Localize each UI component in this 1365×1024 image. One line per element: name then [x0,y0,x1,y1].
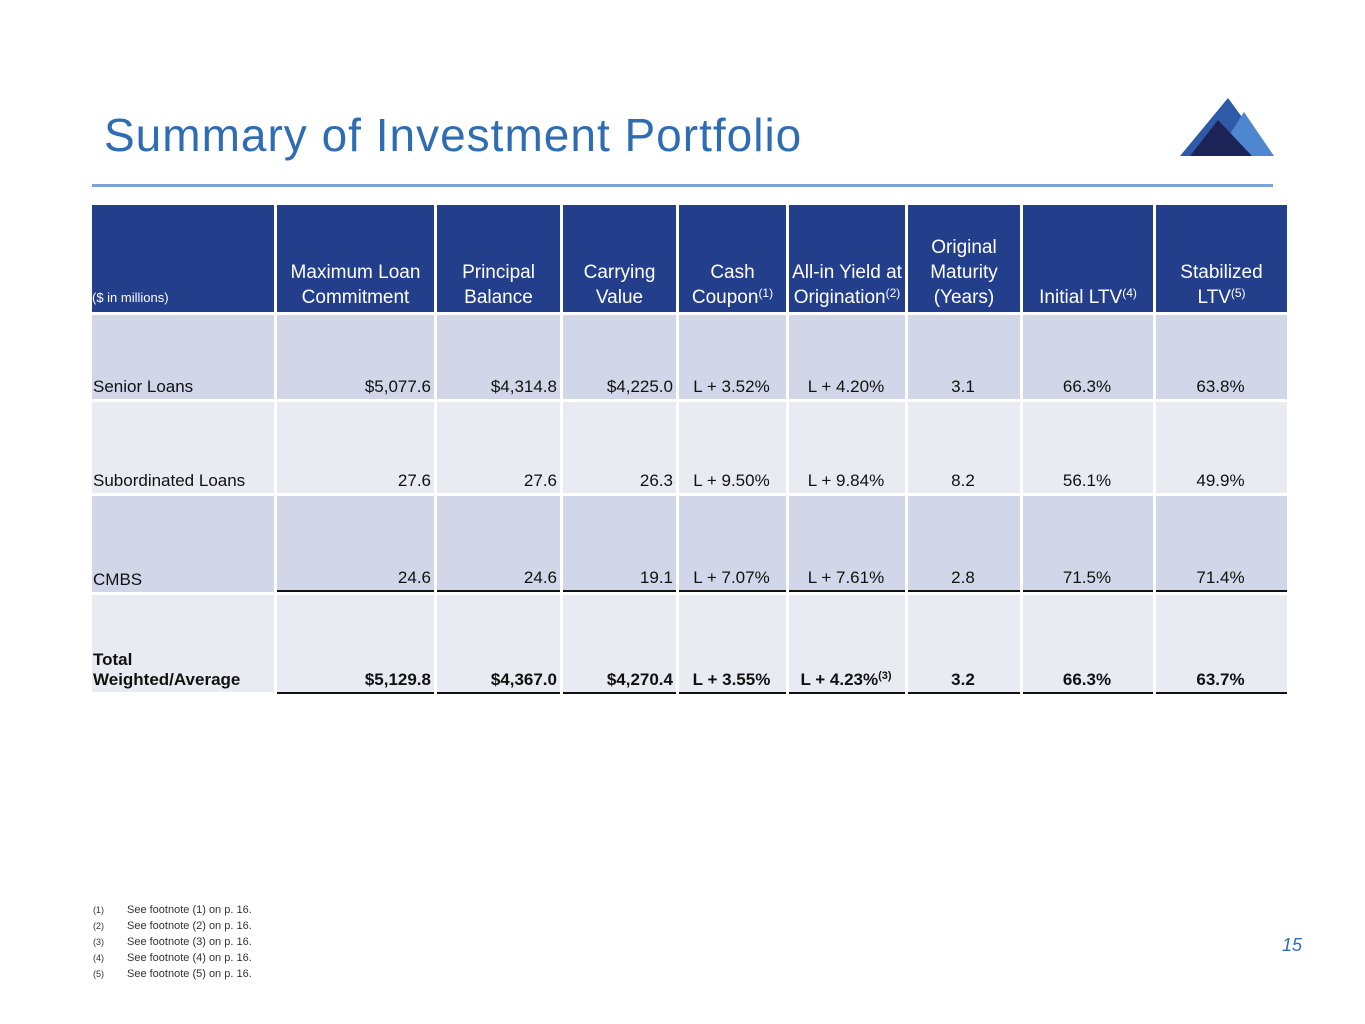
header-initial-ltv: Initial LTV(4) [1023,205,1153,312]
portfolio-table: ($ in millions) Maximum Loan Commitment … [89,202,1290,697]
row-label: Subordinated Loans [92,402,274,493]
cell-cash-coupon: L + 9.50% [679,402,786,493]
cell-max-commitment: 24.6 [277,496,434,592]
cell-principal: 27.6 [437,402,560,493]
total-label-line2: Weighted/Average [93,670,241,689]
header-line: Stabilized [1180,262,1263,283]
page-number: 15 [1282,935,1303,955]
unit-label-header: ($ in millions) [92,205,274,312]
header-stabilized-ltv: Stabilized LTV(5) [1156,205,1287,312]
cell-initial-ltv: 56.1% [1023,402,1153,493]
total-maturity: 3.2 [908,595,1020,694]
table-row: Senior Loans $5,077.6 $4,314.8 $4,225.0 … [92,315,1287,399]
header-cash-coupon: Cash Coupon(1) [679,205,786,312]
cell-carrying: 19.1 [563,496,676,592]
row-label: CMBS [92,496,274,592]
header-carrying-value: Carrying Value [563,205,676,312]
header-principal-balance: Principal Balance [437,205,560,312]
total-max-commitment: $5,129.8 [277,595,434,694]
footnote-mark: (4) [93,953,104,963]
header-line: (Years) [933,287,995,308]
header-line: Principal [462,262,535,283]
total-row: Total Weighted/Average $5,129.8 $4,367.0… [92,595,1287,694]
footnote: (2) See footnote (2) on p. 16. [93,918,252,934]
footnotes: (1) See footnote (1) on p. 16. (2) See f… [93,902,252,982]
footnote-text: See footnote (4) on p. 16. [127,952,252,964]
cell-initial-ltv: 71.5% [1023,496,1153,592]
cell-initial-ltv: 66.3% [1023,315,1153,399]
total-carrying: $4,270.4 [563,595,676,694]
header-line: LTV [1197,287,1231,308]
footnote-mark: (5) [93,969,104,979]
header-line: Maturity [930,262,998,283]
footnote: (1) See footnote (1) on p. 16. [93,902,252,918]
row-label: Senior Loans [92,315,274,399]
header-line: Maximum Loan [290,262,421,283]
cell-max-commitment: 27.6 [277,402,434,493]
footnote: (3) See footnote (3) on p. 16. [93,934,252,950]
footnote-text: See footnote (2) on p. 16. [127,920,252,932]
cell-stabilized-ltv: 71.4% [1156,496,1287,592]
unit-label: ($ in millions) [92,290,169,305]
header-line: Balance [464,287,533,308]
header-line: Coupon [691,287,759,308]
header-line: Cash [710,262,755,283]
header-max-commitment: Maximum Loan Commitment [277,205,434,312]
header-line: Commitment [301,287,410,308]
header-all-in-yield: All-in Yield at Origination(2) [789,205,905,312]
cell-cash-coupon: L + 3.52% [679,315,786,399]
footnote-ref: (2) [885,286,901,300]
footnote: (4) See footnote (4) on p. 16. [93,950,252,966]
cell-all-in-yield: L + 4.20% [789,315,905,399]
cell-all-in-yield: L + 9.84% [789,402,905,493]
footnote-text: See footnote (1) on p. 16. [127,904,252,916]
cell-principal: $4,314.8 [437,315,560,399]
cell-stabilized-ltv: 63.8% [1156,315,1287,399]
header-line: Origination [793,287,886,308]
footnote-text: See footnote (3) on p. 16. [127,936,252,948]
mountain-logo-icon [1180,98,1274,156]
table-row: Subordinated Loans 27.6 27.6 26.3 L + 9.… [92,402,1287,493]
cell-all-in-yield: L + 7.61% [789,496,905,592]
footnote-ref: (4) [1122,286,1137,300]
footnote-ref: (1) [758,286,774,300]
footnote-text: See footnote (5) on p. 16. [127,968,252,980]
total-stabilized-ltv: 63.7% [1156,595,1287,694]
total-label: Total Weighted/Average [92,595,274,694]
cell-cash-coupon: L + 7.07% [679,496,786,592]
total-initial-ltv: 66.3% [1023,595,1153,694]
footnote: (5) See footnote (5) on p. 16. [93,966,252,982]
footnote-mark: (2) [93,921,104,931]
total-principal: $4,367.0 [437,595,560,694]
header-line: Initial LTV [1039,287,1123,308]
cell-carrying: $4,225.0 [563,315,676,399]
footnote-ref: (5) [1230,286,1246,300]
total-label-line1: Total [93,650,133,669]
cell-carrying: 26.3 [563,402,676,493]
total-cash-coupon: L + 3.55% [679,595,786,694]
total-all-in-yield: L + 4.23%(3) [789,595,905,694]
header-line: Value [595,287,644,308]
total-all-in-yield-value: L + 4.23% [800,670,879,689]
table-header-row: ($ in millions) Maximum Loan Commitment … [92,205,1287,312]
page-title: Summary of Investment Portfolio [104,109,803,161]
header-line: Carrying [583,262,656,283]
cell-maturity: 8.2 [908,402,1020,493]
footnote-mark: (1) [93,905,104,915]
title-divider [92,184,1273,187]
cell-stabilized-ltv: 49.9% [1156,402,1287,493]
cell-maturity: 2.8 [908,496,1020,592]
header-line: Original [931,237,997,258]
header-line: All-in Yield at [792,262,902,283]
cell-max-commitment: $5,077.6 [277,315,434,399]
cell-maturity: 3.1 [908,315,1020,399]
table-row: CMBS 24.6 24.6 19.1 L + 7.07% L + 7.61% … [92,496,1287,592]
cell-principal: 24.6 [437,496,560,592]
header-original-maturity: Original Maturity (Years) [908,205,1020,312]
footnote-ref: (3) [878,670,892,682]
footnote-mark: (3) [93,937,104,947]
